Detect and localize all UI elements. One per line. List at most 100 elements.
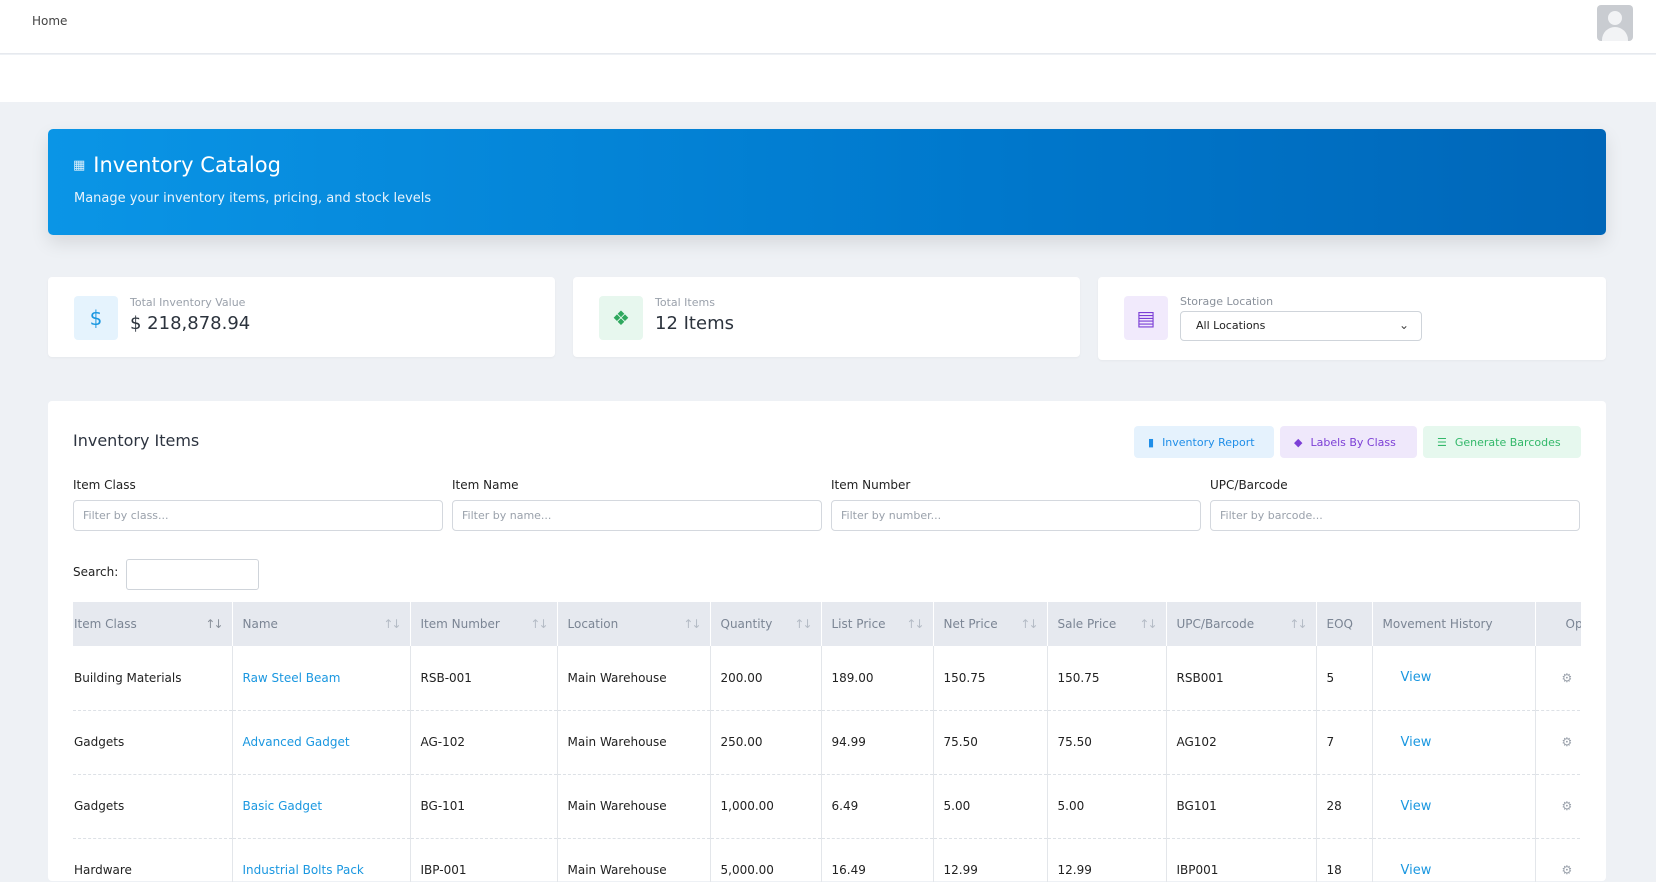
- cell-location: Main Warehouse: [557, 838, 711, 882]
- cell-item-number: IBP-001: [410, 838, 558, 882]
- sort-icon: ↑↓: [683, 617, 701, 631]
- cell-item-class: Gadgets: [73, 774, 233, 839]
- view-movement-link[interactable]: View: [1400, 670, 1432, 686]
- column-label: Item Number: [420, 617, 500, 631]
- cell-movement-history: View: [1372, 774, 1536, 839]
- table-row: Building Materials Raw Steel Beam RSB-00…: [73, 646, 1581, 711]
- user-avatar[interactable]: [1597, 5, 1633, 41]
- column-header-item-number[interactable]: Item Number ↑↓: [410, 602, 558, 646]
- item-name-link[interactable]: Advanced Gadget: [242, 735, 350, 749]
- cell-quantity: 1,000.00: [710, 774, 822, 839]
- cell-name: Advanced Gadget: [232, 710, 411, 775]
- cell-net-price: 150.75: [933, 646, 1048, 711]
- column-label: Net Price: [943, 617, 998, 631]
- cell-item-class: Building Materials: [73, 646, 233, 711]
- tags-icon: ◆: [1294, 435, 1303, 449]
- sort-icon: ↑↓: [1020, 617, 1038, 631]
- section-title: Inventory Items: [73, 431, 200, 450]
- column-label: Quantity: [720, 617, 773, 631]
- hero-banner: ▦ Inventory Catalog Manage your inventor…: [48, 129, 1606, 235]
- column-header-upc[interactable]: UPC/Barcode ↑↓: [1166, 602, 1317, 646]
- file-icon: ▮: [1148, 435, 1155, 449]
- nav-home-link[interactable]: Home: [32, 14, 68, 28]
- dollar-icon: $: [74, 296, 118, 340]
- filter-number-input[interactable]: [831, 500, 1201, 531]
- inventory-table: Item Class ↑↓ Name ↑↓ Item Number ↑↓ Locati…: [73, 602, 1581, 882]
- cell-item-number: BG-101: [410, 774, 558, 839]
- cell-net-price: 12.99: [933, 838, 1048, 882]
- filter-class-input[interactable]: [73, 500, 443, 531]
- filter-name-input[interactable]: [452, 500, 822, 531]
- column-header-eoq: EOQ: [1316, 602, 1373, 646]
- gear-icon[interactable]: ⚙: [1561, 735, 1573, 749]
- cell-quantity: 200.00: [710, 646, 822, 711]
- cell-location: Main Warehouse: [557, 646, 711, 711]
- cell-eoq: 7: [1316, 710, 1373, 775]
- top-navbar: Home: [0, 0, 1656, 54]
- cell-item-number: RSB-001: [410, 646, 558, 711]
- cell-upc: IBP001: [1166, 838, 1317, 882]
- avatar-head-shape: [1608, 11, 1622, 25]
- inventory-report-label: Inventory Report: [1162, 435, 1255, 449]
- chevron-down-icon: ⌄: [1398, 318, 1409, 332]
- column-header-quantity[interactable]: Quantity ↑↓: [710, 602, 822, 646]
- labels-by-class-button[interactable]: ◆ Labels By Class: [1280, 426, 1417, 458]
- cell-net-price: 75.50: [933, 710, 1048, 775]
- inventory-report-button[interactable]: ▮ Inventory Report: [1134, 426, 1274, 458]
- table-row: Gadgets Basic Gadget BG-101 Main Warehou…: [73, 774, 1581, 839]
- column-header-location[interactable]: Location ↑↓: [557, 602, 711, 646]
- filter-label-upc: UPC/Barcode: [1210, 478, 1288, 492]
- table-row: Gadgets Advanced Gadget AG-102 Main Ware…: [73, 710, 1581, 775]
- view-movement-link[interactable]: View: [1400, 798, 1432, 814]
- gear-icon[interactable]: ⚙: [1561, 863, 1573, 877]
- filter-upc-input[interactable]: [1210, 500, 1580, 531]
- item-name-link[interactable]: Raw Steel Beam: [242, 670, 341, 685]
- view-movement-link[interactable]: View: [1400, 862, 1432, 878]
- column-label: EOQ: [1326, 617, 1353, 631]
- cell-location: Main Warehouse: [557, 774, 711, 839]
- sort-icon: ↑↓: [1139, 617, 1157, 631]
- cell-name: Raw Steel Beam: [232, 646, 411, 711]
- cell-options: ⚙: [1535, 646, 1581, 711]
- cell-location: Main Warehouse: [557, 710, 711, 775]
- cell-options: ⚙: [1535, 710, 1581, 775]
- sort-icon: ↑↓: [794, 617, 812, 631]
- cell-eoq: 18: [1316, 838, 1373, 882]
- search-input[interactable]: [126, 559, 259, 590]
- view-movement-link[interactable]: View: [1400, 734, 1432, 750]
- column-header-list-price[interactable]: List Price ↑↓: [821, 602, 934, 646]
- column-label: Item Class: [74, 617, 137, 631]
- labels-by-class-label: Labels By Class: [1310, 435, 1396, 449]
- boxes-icon: ▦: [73, 157, 86, 173]
- cell-sale-price: 150.75: [1047, 646, 1167, 711]
- cell-sale-price: 75.50: [1047, 710, 1167, 775]
- cell-quantity: 250.00: [710, 710, 822, 775]
- stat-card-storage-location: ▤ Storage Location All Locations ⌄: [1098, 277, 1606, 360]
- cell-item-class: Hardware: [73, 838, 233, 882]
- generate-barcodes-label: Generate Barcodes: [1454, 435, 1561, 449]
- column-header-sale-price[interactable]: Sale Price ↑↓: [1047, 602, 1167, 646]
- gear-icon[interactable]: ⚙: [1561, 799, 1573, 813]
- column-header-net-price[interactable]: Net Price ↑↓: [933, 602, 1048, 646]
- item-name-link[interactable]: Basic Gadget: [242, 799, 323, 813]
- stat-card-total-items: ❖ Total Items 12 Items: [573, 277, 1080, 357]
- item-name-link[interactable]: Industrial Bolts Pack: [242, 863, 364, 877]
- storage-location-select[interactable]: All Locations ⌄: [1180, 311, 1422, 341]
- column-header-item-class[interactable]: Item Class ↑↓: [73, 602, 233, 646]
- cell-movement-history: View: [1372, 838, 1536, 882]
- generate-barcodes-button[interactable]: ☰ Generate Barcodes: [1423, 426, 1581, 458]
- column-label: UPC/Barcode: [1176, 617, 1255, 631]
- cell-movement-history: View: [1372, 646, 1536, 711]
- column-label: Opti: [1565, 617, 1582, 631]
- gear-icon[interactable]: ⚙: [1561, 670, 1573, 685]
- cell-options: ⚙: [1535, 838, 1581, 882]
- stat-label: Total Items: [655, 296, 715, 309]
- cell-list-price: 94.99: [821, 710, 934, 775]
- storage-location-label: Storage Location: [1180, 295, 1274, 308]
- cell-sale-price: 12.99: [1047, 838, 1167, 882]
- storage-location-value: All Locations: [1196, 319, 1266, 332]
- column-label: Movement History: [1382, 617, 1493, 631]
- inventory-items-card: Inventory Items ▮ Inventory Report ◆ Lab…: [48, 401, 1606, 882]
- cell-item-class: Gadgets: [73, 710, 233, 775]
- column-header-name[interactable]: Name ↑↓: [232, 602, 411, 646]
